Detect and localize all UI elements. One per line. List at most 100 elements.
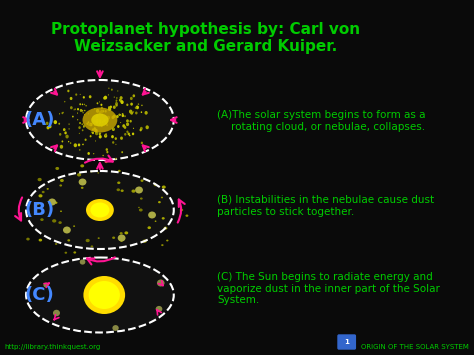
Ellipse shape [60,179,64,182]
Ellipse shape [87,123,88,125]
Ellipse shape [77,119,78,120]
Ellipse shape [19,217,21,219]
Ellipse shape [113,115,116,118]
Ellipse shape [135,111,137,114]
Ellipse shape [108,94,109,95]
Ellipse shape [78,143,80,146]
Ellipse shape [124,126,127,129]
Ellipse shape [99,135,102,138]
Ellipse shape [84,138,87,141]
Ellipse shape [90,135,91,137]
Ellipse shape [99,112,100,114]
Text: ORIGIN OF THE SOLAR SYSTEM: ORIGIN OF THE SOLAR SYSTEM [361,344,468,350]
Ellipse shape [100,104,102,106]
Ellipse shape [64,101,65,102]
Ellipse shape [73,143,77,147]
Ellipse shape [122,113,124,115]
Ellipse shape [95,131,99,135]
Ellipse shape [85,105,87,106]
Ellipse shape [92,132,94,134]
Ellipse shape [101,126,103,127]
Ellipse shape [64,252,67,254]
Ellipse shape [46,126,49,130]
Ellipse shape [116,115,118,118]
Ellipse shape [63,112,64,113]
Ellipse shape [98,237,100,239]
Ellipse shape [118,235,126,241]
Ellipse shape [135,107,137,109]
Ellipse shape [112,127,115,131]
Ellipse shape [70,97,73,100]
Ellipse shape [118,170,121,172]
Ellipse shape [104,257,108,260]
Ellipse shape [106,124,108,126]
Ellipse shape [155,220,156,222]
Ellipse shape [37,178,42,181]
Ellipse shape [115,102,118,105]
Ellipse shape [72,116,73,118]
Ellipse shape [126,119,129,122]
Ellipse shape [26,171,174,249]
Ellipse shape [79,149,81,151]
Ellipse shape [91,131,92,133]
Ellipse shape [55,243,57,245]
Ellipse shape [60,145,63,149]
Ellipse shape [101,114,103,116]
Ellipse shape [97,102,98,104]
Ellipse shape [115,261,117,263]
Ellipse shape [87,152,90,155]
Ellipse shape [120,122,121,123]
Ellipse shape [80,260,85,264]
Ellipse shape [147,226,151,229]
Ellipse shape [117,125,119,128]
Ellipse shape [104,95,107,99]
Ellipse shape [115,158,117,159]
Ellipse shape [91,171,92,173]
Ellipse shape [117,181,120,184]
Ellipse shape [120,97,122,99]
Ellipse shape [99,111,101,114]
Ellipse shape [114,97,115,98]
Text: (B) Instabilities in the nebulae cause dust
particles to stick together.: (B) Instabilities in the nebulae cause d… [217,195,434,217]
Ellipse shape [161,197,163,198]
Ellipse shape [52,219,56,223]
Ellipse shape [62,112,64,114]
Ellipse shape [102,155,104,156]
Ellipse shape [140,197,143,200]
Ellipse shape [155,306,163,312]
Ellipse shape [86,239,90,242]
Ellipse shape [74,108,76,110]
Ellipse shape [55,167,59,170]
Text: 1: 1 [344,339,349,345]
Ellipse shape [82,129,83,131]
Ellipse shape [116,97,118,99]
Ellipse shape [70,142,72,144]
Ellipse shape [58,123,60,125]
Ellipse shape [59,133,61,136]
Ellipse shape [119,232,123,235]
Ellipse shape [109,105,112,108]
Ellipse shape [141,105,143,106]
Ellipse shape [79,133,80,134]
Ellipse shape [88,121,90,124]
Ellipse shape [67,239,70,241]
Ellipse shape [84,114,85,115]
Text: Protoplanet hypothesis by: Carl von
Weizsacker and Gerard Kuiper.: Protoplanet hypothesis by: Carl von Weiz… [51,22,361,54]
Ellipse shape [102,110,104,112]
Ellipse shape [73,251,76,253]
Ellipse shape [80,164,84,168]
Ellipse shape [91,202,109,218]
Ellipse shape [82,124,83,125]
Ellipse shape [130,97,133,100]
Ellipse shape [119,99,121,102]
Ellipse shape [79,122,81,124]
Ellipse shape [92,129,94,131]
Ellipse shape [38,194,43,197]
Ellipse shape [115,137,117,140]
Ellipse shape [145,111,148,115]
Ellipse shape [37,207,39,209]
Ellipse shape [59,113,60,114]
Ellipse shape [100,111,101,113]
Ellipse shape [107,116,110,120]
Ellipse shape [40,218,44,221]
